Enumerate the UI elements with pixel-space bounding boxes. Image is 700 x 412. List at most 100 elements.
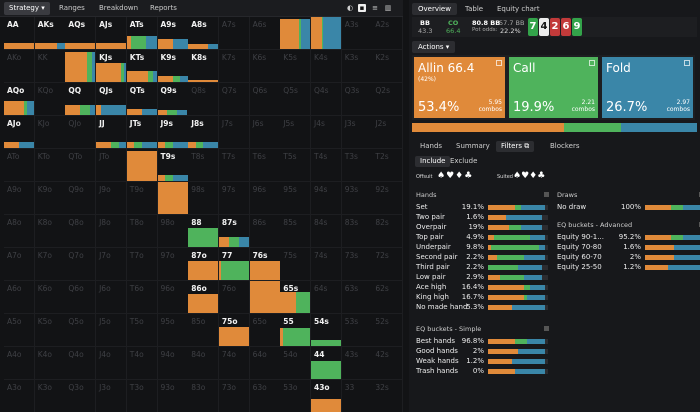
hand-cell[interactable]: K2s	[372, 50, 404, 83]
filter-row-label[interactable]: Equity 70-80	[557, 243, 602, 251]
hand-cell[interactable]: ATo	[4, 149, 35, 182]
hand-cell[interactable]: 98s	[188, 182, 220, 215]
hand-cell[interactable]: JTo	[96, 149, 128, 182]
hand-cell[interactable]: 95o	[157, 314, 189, 347]
hand-cell[interactable]: Q9s	[157, 83, 189, 116]
hand-cell[interactable]: K9s	[157, 50, 189, 83]
hand-cell[interactable]: A9s	[157, 17, 189, 50]
hand-cell[interactable]: K9o	[34, 182, 66, 215]
grid-view-icon[interactable]: ▪	[358, 4, 366, 12]
action-card-allin[interactable]: Allin 66.4 (42%) 53.4% 5.95 combos	[412, 55, 507, 120]
hand-cell[interactable]: 54s	[311, 314, 342, 347]
filter-row-label[interactable]: Good hands	[416, 347, 458, 355]
tab-hands[interactable]: Hands	[420, 142, 443, 150]
hand-cell[interactable]: KJo	[34, 116, 66, 149]
hand-cell[interactable]: T5o	[126, 314, 158, 347]
hand-cell[interactable]: A5o	[4, 314, 35, 347]
hand-cell[interactable]: KTo	[34, 149, 66, 182]
tab-table[interactable]: Table	[465, 5, 484, 13]
hand-cell[interactable]: Q7s	[218, 83, 250, 116]
hand-cell[interactable]: 55	[280, 314, 312, 347]
hand-cell[interactable]: 53o	[280, 380, 312, 412]
hand-cell[interactable]: A7s	[218, 17, 250, 50]
hand-cell[interactable]: J4o	[96, 347, 128, 380]
hand-cell[interactable]: A8s	[188, 17, 220, 50]
filter-row-label[interactable]: Equity 60-70	[557, 253, 602, 261]
filter-row-label[interactable]: Equity 90-1...	[557, 233, 604, 241]
hand-cell[interactable]: AQs	[65, 17, 97, 50]
hand-cell[interactable]: 87s	[218, 215, 250, 248]
hand-cell[interactable]: 98o	[157, 215, 189, 248]
hand-cell[interactable]: A5s	[280, 17, 312, 50]
hand-cell[interactable]: 64o	[249, 347, 281, 380]
filter-row-label[interactable]: Overpair	[416, 223, 447, 231]
hand-cell[interactable]: 76o	[218, 281, 250, 314]
filter-row-label[interactable]: No draw	[557, 203, 587, 211]
hand-cell[interactable]: T9s	[157, 149, 189, 182]
hand-cell[interactable]: K8o	[34, 215, 66, 248]
hand-cell[interactable]: 33	[341, 380, 373, 412]
expand-icon[interactable]	[589, 60, 595, 66]
hand-cell[interactable]: K8s	[188, 50, 220, 83]
hand-cell[interactable]: 88	[188, 215, 220, 248]
hand-cell[interactable]: J3o	[96, 380, 128, 412]
hand-cell[interactable]: 65o	[249, 314, 281, 347]
hand-cell[interactable]: T9o	[126, 182, 158, 215]
hand-cell[interactable]: A4s	[311, 17, 342, 50]
hand-cell[interactable]: K7o	[34, 248, 66, 281]
tab-summary[interactable]: Summary	[456, 142, 490, 150]
section-toggle-icon[interactable]	[544, 192, 549, 197]
filter-row-label[interactable]: Set	[416, 203, 428, 211]
hand-cell[interactable]: 43s	[341, 347, 373, 380]
hand-cell[interactable]: JJ	[96, 116, 128, 149]
hand-cell[interactable]: Q6s	[249, 83, 281, 116]
hand-cell[interactable]: 66	[249, 281, 281, 314]
hand-cell[interactable]: Q5o	[65, 314, 97, 347]
hand-cell[interactable]: 43o	[311, 380, 342, 412]
hand-cell[interactable]: J9s	[157, 116, 189, 149]
hand-cell[interactable]: 85s	[280, 215, 312, 248]
hand-cell[interactable]: ATs	[126, 17, 158, 50]
hand-cell[interactable]: J7o	[96, 248, 128, 281]
hand-cell[interactable]: 96s	[249, 182, 281, 215]
hand-cell[interactable]: A6s	[249, 17, 281, 50]
exclude-toggle[interactable]: Exclude	[450, 157, 478, 165]
hand-cell[interactable]: 82s	[372, 215, 404, 248]
list-view-icon[interactable]: ≡	[372, 4, 378, 12]
hand-cell[interactable]: 32s	[372, 380, 404, 412]
hand-cell[interactable]: 99	[157, 182, 189, 215]
hand-cell[interactable]: 93o	[157, 380, 189, 412]
filter-row-label[interactable]: Second pair	[416, 253, 458, 261]
hand-cell[interactable]: J6s	[249, 116, 281, 149]
hand-cell[interactable]: J5s	[280, 116, 312, 149]
hand-cell[interactable]: J5o	[96, 314, 128, 347]
hand-cell[interactable]: 63s	[341, 281, 373, 314]
tab-overview[interactable]: Overview	[412, 3, 457, 15]
hand-cell[interactable]: T4s	[311, 149, 342, 182]
hand-cell[interactable]: K3o	[34, 380, 66, 412]
hand-cell[interactable]: J4s	[311, 116, 342, 149]
filter-row-label[interactable]: Ace high	[416, 283, 447, 291]
hand-cell[interactable]: QQ	[65, 83, 97, 116]
hand-cell[interactable]: 74s	[311, 248, 342, 281]
hand-cell[interactable]: T4o	[126, 347, 158, 380]
filter-row-label[interactable]: Underpair	[416, 243, 451, 251]
hand-cell[interactable]: Q3s	[341, 83, 373, 116]
hand-cell[interactable]: K6o	[34, 281, 66, 314]
hand-cell[interactable]: 83s	[341, 215, 373, 248]
hand-cell[interactable]: 52s	[372, 314, 404, 347]
hand-cell[interactable]: 72s	[372, 248, 404, 281]
hand-cell[interactable]: Q9o	[65, 182, 97, 215]
hand-cell[interactable]: KQo	[34, 83, 66, 116]
hand-cell[interactable]: T2s	[372, 149, 404, 182]
hand-cell[interactable]: QTo	[65, 149, 97, 182]
hand-cell[interactable]: Q8s	[188, 83, 220, 116]
hand-cell[interactable]: 92s	[372, 182, 404, 215]
filter-row-label[interactable]: King high	[416, 293, 449, 301]
hand-cell[interactable]: T8s	[188, 149, 220, 182]
filter-row-label[interactable]: Low pair	[416, 273, 446, 281]
tab-filters[interactable]: Filters ⧉	[496, 141, 535, 152]
pie-view-icon[interactable]: ◐	[346, 4, 354, 12]
hand-cell[interactable]: 75s	[280, 248, 312, 281]
hand-cell[interactable]: J2s	[372, 116, 404, 149]
